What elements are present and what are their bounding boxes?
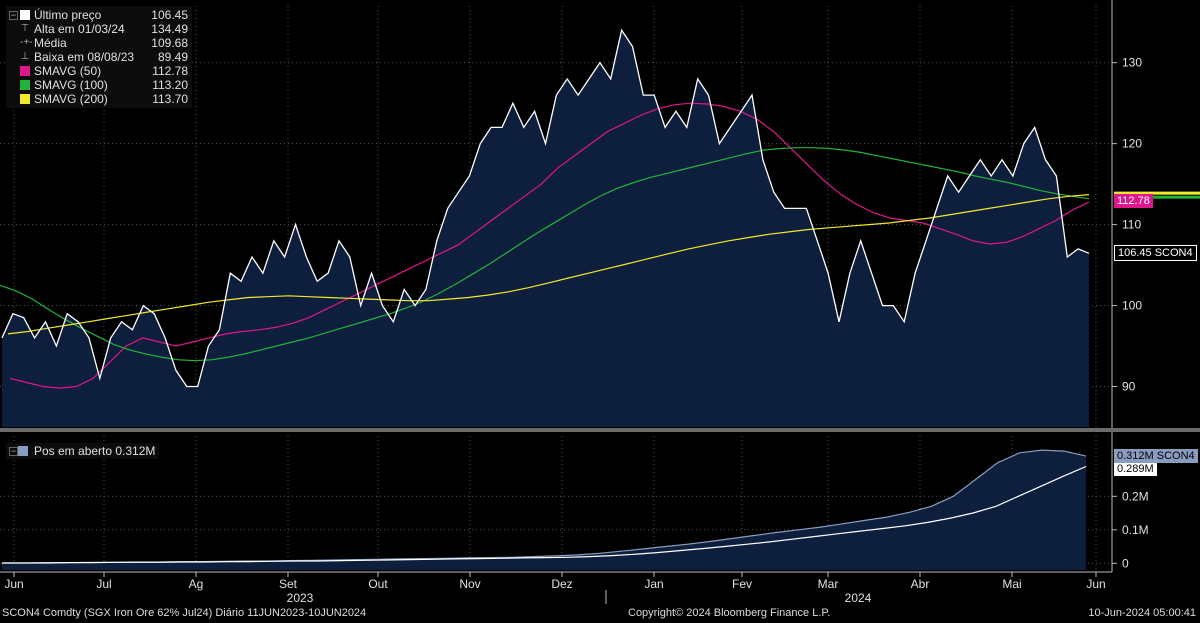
- ma-line-3: [7, 194, 1090, 335]
- legend-smavg-200: SMAVG (200) 113.70: [8, 92, 188, 106]
- panel-separator: [0, 428, 1200, 432]
- legend-average: -+- Média 109.68: [20, 36, 188, 50]
- open-interest-square-icon: [18, 446, 28, 456]
- footer-left: SCON4 Comdty (SGX Iron Ore 62% Jul24) Di…: [2, 607, 367, 619]
- sma-axis-marker-1: [1114, 195, 1200, 199]
- legend-smavg-50: SMAVG (50) 112.78: [8, 64, 188, 78]
- average-marker-icon: -+-: [20, 37, 33, 48]
- price-tag-last: 106.45 SCON4: [1114, 245, 1197, 262]
- month-tick-label: Mai: [1002, 577, 1021, 591]
- month-tick-label: Out: [368, 577, 388, 591]
- footer-copyright: Copyright© 2024 Bloomberg Finance L.P.: [628, 607, 831, 619]
- yellow-square-icon: [20, 94, 30, 104]
- month-tick-label: Set: [279, 577, 298, 591]
- month-tick-label: Nov: [459, 577, 480, 591]
- month-tick-label: Ag: [189, 577, 204, 591]
- oi-tag-open-interest: 0.312M SCON4: [1114, 448, 1198, 463]
- price-tick-label: 110: [1122, 218, 1141, 232]
- green-square-icon: [20, 80, 30, 90]
- oi-tick-label: 0: [1122, 556, 1129, 570]
- month-tick-label: Dez: [551, 577, 572, 591]
- low-marker-icon: ⊥: [20, 51, 30, 62]
- month-tick-label: Abr: [911, 577, 930, 591]
- oi-tick-label: 0.1M: [1122, 523, 1149, 537]
- year-label-2024: 2024: [845, 591, 872, 605]
- month-tick-label: Jan: [644, 577, 663, 591]
- oi-tick-label: 0.2M: [1122, 489, 1149, 503]
- legend-smavg-100: SMAVG (100) 113.20: [8, 78, 188, 92]
- year-label-2023: 2023: [287, 591, 314, 605]
- white-square-icon: [20, 10, 30, 20]
- month-tick-label: Jul: [96, 577, 111, 591]
- price-tick-label: 130: [1122, 56, 1142, 70]
- month-tick-label: Jun: [1086, 577, 1105, 591]
- sma-axis-marker-0: [1114, 191, 1200, 195]
- oi-area: [2, 450, 1086, 570]
- high-marker-icon: ⊤: [20, 23, 30, 34]
- oi-avg-line: [2, 465, 1087, 564]
- price-tick-label: 100: [1122, 299, 1142, 313]
- month-tick-label: Mar: [818, 577, 839, 591]
- open-interest-legend: − Pos em aberto 0.312M: [6, 443, 160, 459]
- price-tick-label: 120: [1122, 137, 1142, 151]
- price-tag-smavg50: 112.78: [1114, 194, 1153, 209]
- ma-line-2: [0, 147, 1090, 362]
- price-legend: − Último preço 106.45 ⊤ Alta em 01/03/24 13…: [6, 6, 192, 108]
- price-tick-label: 90: [1122, 380, 1136, 394]
- price-line: [1, 28, 1090, 388]
- oi-tag-average: 0.289M: [1114, 462, 1157, 477]
- month-tick-label: Jun: [4, 577, 23, 591]
- collapse-icon[interactable]: −: [9, 10, 18, 20]
- month-tick-label: Fev: [732, 577, 752, 591]
- footer-timestamp: 10-Jun-2024 05:00:41: [1088, 607, 1196, 619]
- collapse-icon[interactable]: −: [9, 446, 18, 456]
- legend-high: ⊤ Alta em 01/03/24 134.49: [20, 22, 188, 36]
- magenta-square-icon: [20, 66, 30, 76]
- legend-last-price: Último preço 106.45: [8, 8, 188, 22]
- legend-low: ⊥ Baixa em 08/08/23 89.49: [20, 50, 188, 64]
